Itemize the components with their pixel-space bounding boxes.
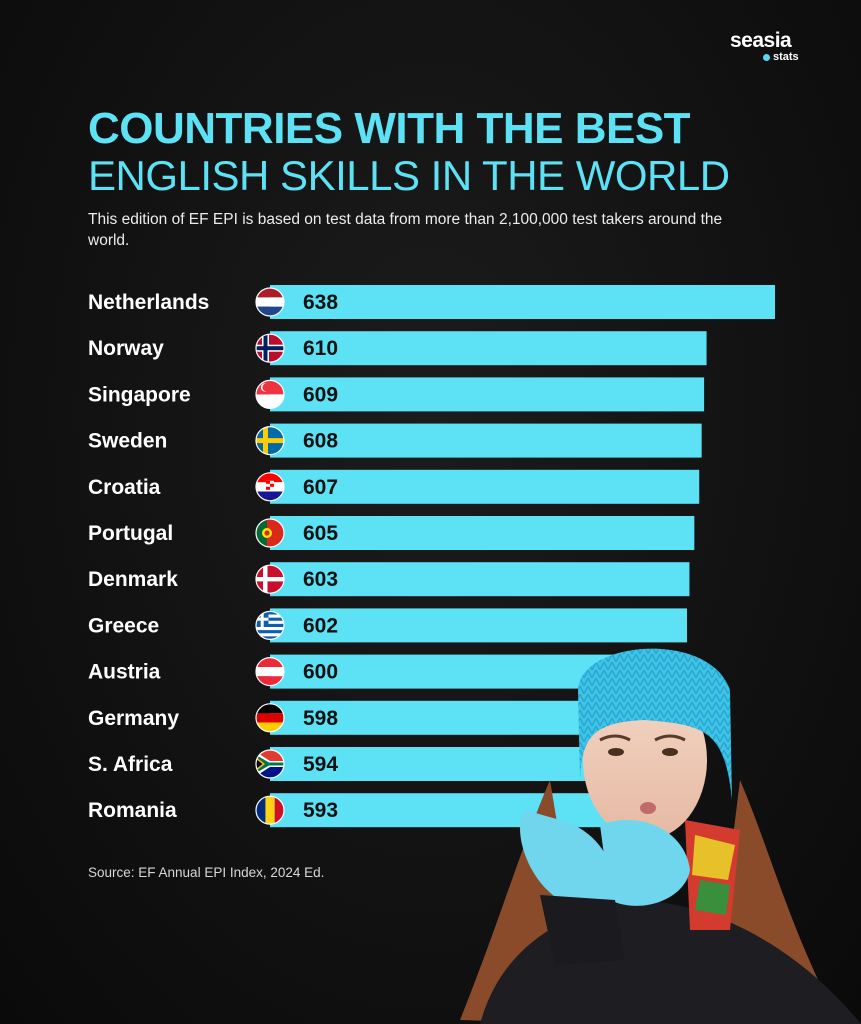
norway-flag-icon: [255, 333, 285, 363]
category-label: Greece: [88, 614, 159, 637]
brand-name: seasia: [730, 29, 792, 52]
woman-photo: [460, 648, 861, 1024]
croatia-flag-icon: [255, 472, 285, 502]
category-label: Singapore: [88, 383, 191, 406]
value-label: 605: [303, 522, 338, 545]
value-label: 638: [303, 291, 338, 314]
category-label: Norway: [88, 337, 164, 360]
category-label: Portugal: [88, 522, 173, 545]
value-label: 598: [303, 707, 338, 730]
value-label: 600: [303, 661, 338, 684]
bar-norway: [270, 331, 707, 366]
value-label: 602: [303, 614, 338, 637]
germany-flag-icon: [255, 703, 285, 733]
portugal-flag-icon: [255, 518, 285, 548]
austria-flag-icon: [255, 656, 285, 687]
netherlands-flag-icon: [255, 287, 285, 317]
bar-croatia: [270, 469, 700, 504]
value-label: 594: [303, 753, 338, 776]
subtitle: This edition of EF EPI is based on test …: [88, 211, 723, 249]
romania-flag-icon: [255, 795, 285, 825]
category-label: Denmark: [88, 568, 178, 591]
value-label: 607: [303, 476, 338, 499]
bar-greece: [270, 608, 687, 643]
category-label: Austria: [88, 661, 161, 684]
brand-dot-icon: [763, 54, 770, 61]
brand-logo: seasia stats: [730, 30, 799, 63]
denmark-flag-icon: [255, 564, 285, 594]
category-label: Croatia: [88, 476, 161, 499]
brand-sub-label: stats: [773, 51, 799, 63]
category-label: S. Africa: [88, 753, 173, 776]
brand-sub: stats: [763, 52, 799, 63]
category-label: Netherlands: [88, 291, 209, 314]
greece-flag-icon: [255, 610, 285, 641]
category-label: Germany: [88, 707, 179, 730]
value-label: 603: [303, 568, 338, 591]
value-label: 593: [303, 799, 338, 822]
category-label: Sweden: [88, 430, 167, 453]
bar-sweden: [270, 423, 702, 458]
bar-netherlands: [270, 285, 775, 319]
singapore-flag-icon: [255, 379, 285, 409]
bar-denmark: [270, 562, 690, 597]
value-label: 609: [303, 383, 338, 406]
category-label: Romania: [88, 799, 177, 822]
south-africa-flag-icon: [255, 749, 285, 779]
title-line-1: COUNTRIES WITH THE BEST: [88, 104, 691, 153]
source-note: Source: EF Annual EPI Index, 2024 Ed.: [88, 865, 325, 880]
title-line-2: ENGLISH SKILLS IN THE WORLD: [88, 152, 730, 199]
value-label: 610: [303, 337, 338, 360]
bar-portugal: [270, 516, 695, 550]
sweden-flag-icon: [255, 426, 285, 456]
value-label: 608: [303, 430, 338, 453]
bar-singapore: [270, 377, 705, 412]
